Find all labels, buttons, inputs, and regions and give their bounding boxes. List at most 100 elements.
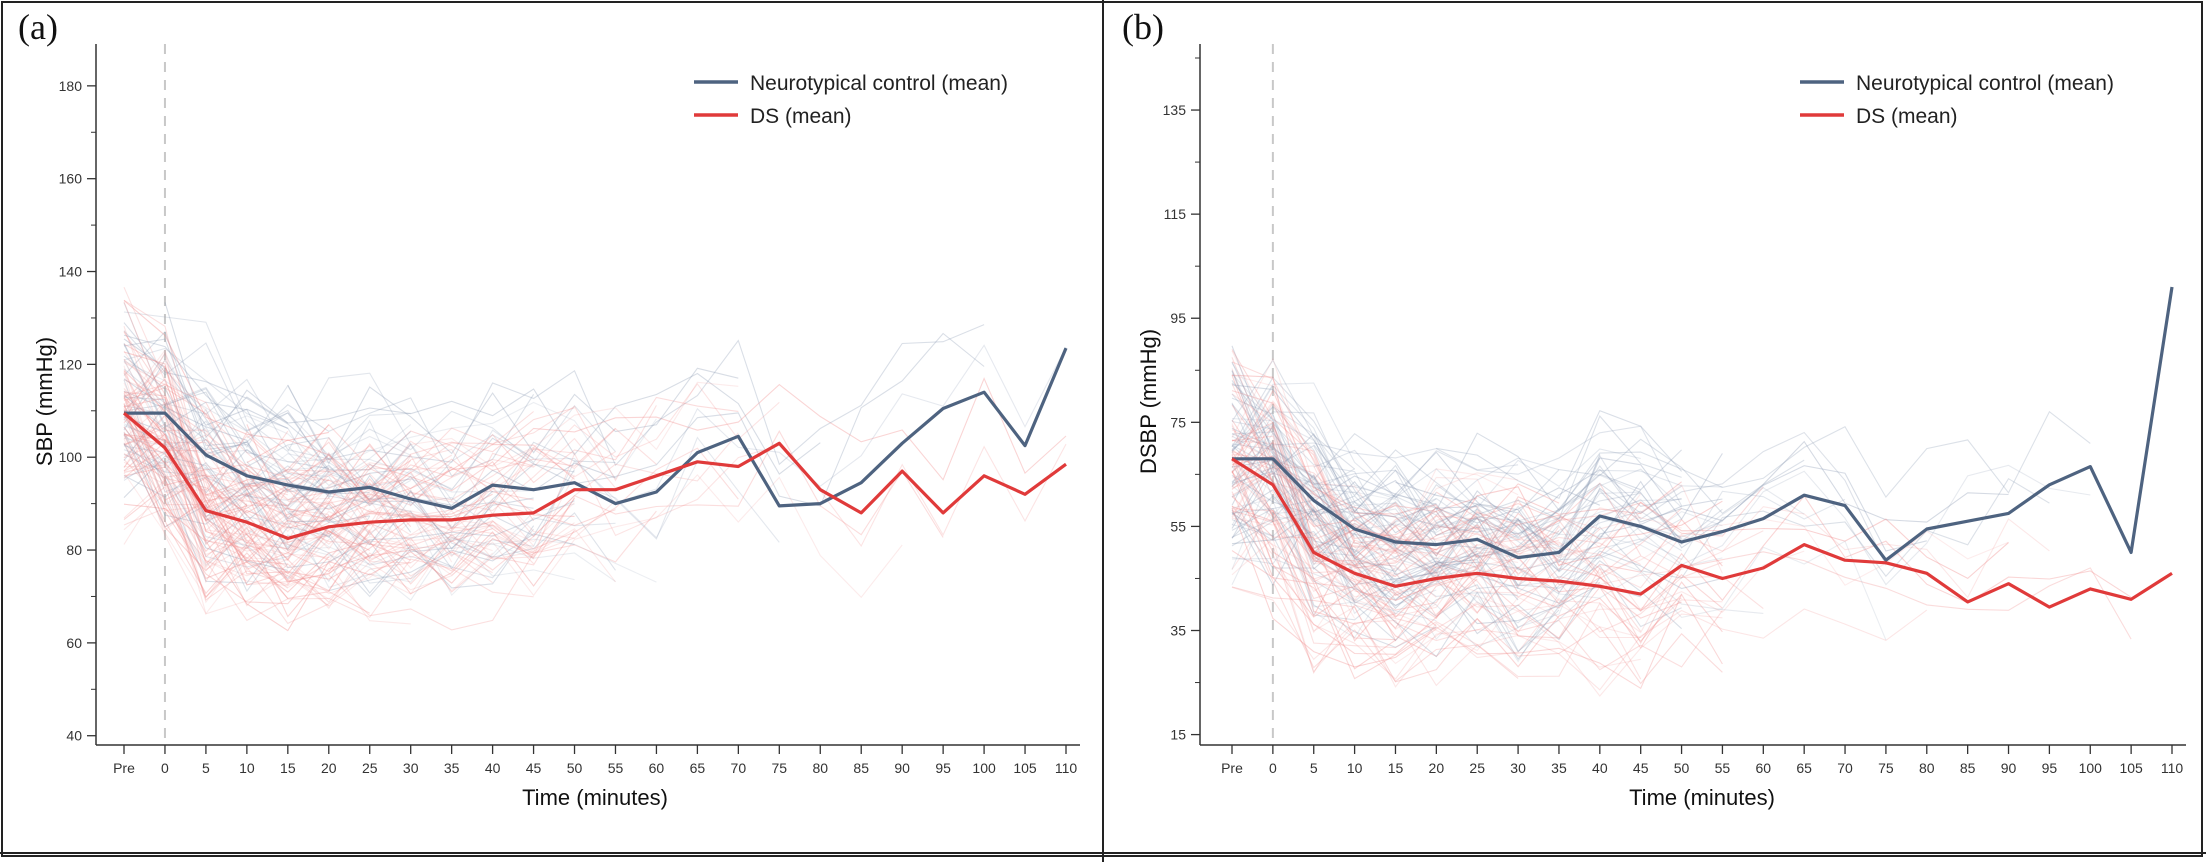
x-tick-label: 105 xyxy=(1013,760,1037,776)
individual-trajectory-line xyxy=(1395,525,1682,624)
individual-trajectory-line xyxy=(1231,362,1396,501)
x-tick-label: 110 xyxy=(2161,760,2184,776)
individual-trajectory-line xyxy=(123,332,985,507)
y-tick-label: 15 xyxy=(1170,727,1186,743)
individual-trajectory-line xyxy=(123,358,739,552)
control-mean-line xyxy=(1232,286,2174,562)
individual-trajectory-line xyxy=(123,507,534,622)
x-tick-label: 25 xyxy=(362,760,378,776)
individual-trajectory-line xyxy=(1231,485,1723,568)
individual-trajectory-line xyxy=(1231,445,1601,559)
individual-trajectory-line xyxy=(1231,443,1478,554)
x-tick-label: 85 xyxy=(853,760,869,776)
x-tick-label: 40 xyxy=(485,760,501,776)
ds-mean-line xyxy=(1231,457,2173,609)
individual-trajectory-line xyxy=(246,377,1067,520)
legend-label-ds: DS (mean) xyxy=(750,105,852,128)
x-tick-label: 90 xyxy=(894,760,910,776)
x-tick-label: 90 xyxy=(2001,760,2017,776)
individual-trajectory-line xyxy=(1231,439,1600,618)
individual-trajectory-line xyxy=(1231,514,1805,620)
x-tick-label: 35 xyxy=(444,760,460,776)
individual-trajectory-line xyxy=(123,368,411,460)
chart-b-svg: 15 35 55 75 95 115 135 Pre 0 5 10 15 20 25 30 35 40 45 50 5… xyxy=(1136,44,2186,810)
individual-trajectory-line xyxy=(123,414,248,584)
panel-divider xyxy=(1102,0,1104,862)
individual-trajectory-line xyxy=(1272,510,1600,617)
individual-trajectory-line xyxy=(123,326,616,542)
x-tick-label: 5 xyxy=(1310,760,1318,776)
x-tick-label: 20 xyxy=(1429,760,1445,776)
individual-trajectory-line xyxy=(246,461,698,539)
individual-trajectory-line xyxy=(1231,508,1519,642)
individual-trajectory-line xyxy=(1231,499,1355,537)
individual-trajectory-line xyxy=(1231,361,1642,562)
individual-trajectory-line xyxy=(123,412,616,615)
individual-trajectory-line xyxy=(123,430,944,592)
individual-trajectory-line xyxy=(123,330,330,474)
x-tick-label: 95 xyxy=(935,760,951,776)
individual-trajectory-line xyxy=(1231,425,1723,609)
x-tick-label: 20 xyxy=(321,760,337,776)
x-tick-label: 50 xyxy=(567,760,583,776)
individual-trajectory-line xyxy=(1231,507,1437,668)
individual-trajectory-line xyxy=(123,401,616,559)
individual-trajectory-line xyxy=(1231,506,1723,680)
individual-trajectory-line xyxy=(205,517,657,583)
individual-trajectory-line xyxy=(1231,393,1519,471)
individual-trajectory-line xyxy=(123,426,329,516)
individual-trajectory-line xyxy=(123,360,493,521)
y-tick-label: 100 xyxy=(59,449,83,465)
individual-trajectory-line xyxy=(1272,474,1478,534)
individual-trajectory-line xyxy=(1231,422,1396,548)
legend-label-control: Neurotypical control (mean) xyxy=(1856,72,2114,95)
individual-trajectory-line xyxy=(1231,507,1560,653)
individual-trajectory-line xyxy=(123,343,329,509)
individual-trajectory-line xyxy=(123,371,494,555)
x-tick-label: 85 xyxy=(1960,760,1976,776)
individual-trajectory-line xyxy=(1231,380,1805,524)
individual-trajectory-line xyxy=(123,390,575,522)
individual-trajectory-line xyxy=(123,358,575,543)
individual-trajectory-line xyxy=(1231,454,1396,576)
individual-trajectory-line xyxy=(1231,368,1600,586)
individual-trajectory-line xyxy=(1231,450,1437,634)
x-tick-label: 40 xyxy=(1592,760,1608,776)
individual-trajectory-line xyxy=(123,431,329,551)
individual-trajectory-line xyxy=(1231,491,1519,683)
individual-trajectory-line xyxy=(123,413,534,560)
individual-trajectory-line xyxy=(123,433,575,569)
individual-trajectory-line xyxy=(123,459,411,625)
individual-trajectory-line xyxy=(123,431,575,571)
individual-trajectory-line xyxy=(1231,558,1437,606)
individual-trajectory-line xyxy=(123,301,288,478)
individual-trajectory-line xyxy=(1231,357,1519,545)
individual-trajectory-line xyxy=(123,400,453,581)
x-tick-label: 5 xyxy=(202,760,210,776)
x-tick-label: 35 xyxy=(1551,760,1567,776)
individual-trajectory-line xyxy=(1231,508,1601,641)
individual-trajectory-line xyxy=(123,423,412,490)
individual-trajectory-line xyxy=(164,454,616,573)
legend-label-ds: DS (mean) xyxy=(1856,105,1958,128)
individual-trajectory-line xyxy=(123,351,248,517)
individual-trajectory-line xyxy=(1231,419,1560,553)
individual-trajectory-line xyxy=(1231,384,1927,573)
individual-trajectory-line xyxy=(1231,370,1601,524)
individual-trajectory-line xyxy=(287,497,534,565)
individual-trajectory-line xyxy=(1231,456,2050,599)
individual-trajectory-line xyxy=(123,388,329,564)
x-axis-title: Time (minutes) xyxy=(522,785,668,810)
individual-trajectory-line xyxy=(1395,510,1682,548)
individual-trajectory-line xyxy=(123,397,289,491)
individual-trajectory-line xyxy=(1231,470,1723,690)
chart-a-svg: 40 60 80 100 120 140 160 180 Pre 0 5 10 15 20 25 30 35 40… xyxy=(32,44,1080,810)
control-mean-line xyxy=(124,347,1068,510)
individual-trajectory-line xyxy=(1231,374,2009,580)
individual-trajectory-line xyxy=(1231,496,1519,603)
individual-trajectory-line xyxy=(1231,495,1437,642)
individual-trajectory-line xyxy=(123,286,288,496)
individual-trajectory-line xyxy=(123,415,329,496)
individual-trajectory-line xyxy=(1313,474,1478,539)
individual-trajectory-line xyxy=(123,503,534,632)
